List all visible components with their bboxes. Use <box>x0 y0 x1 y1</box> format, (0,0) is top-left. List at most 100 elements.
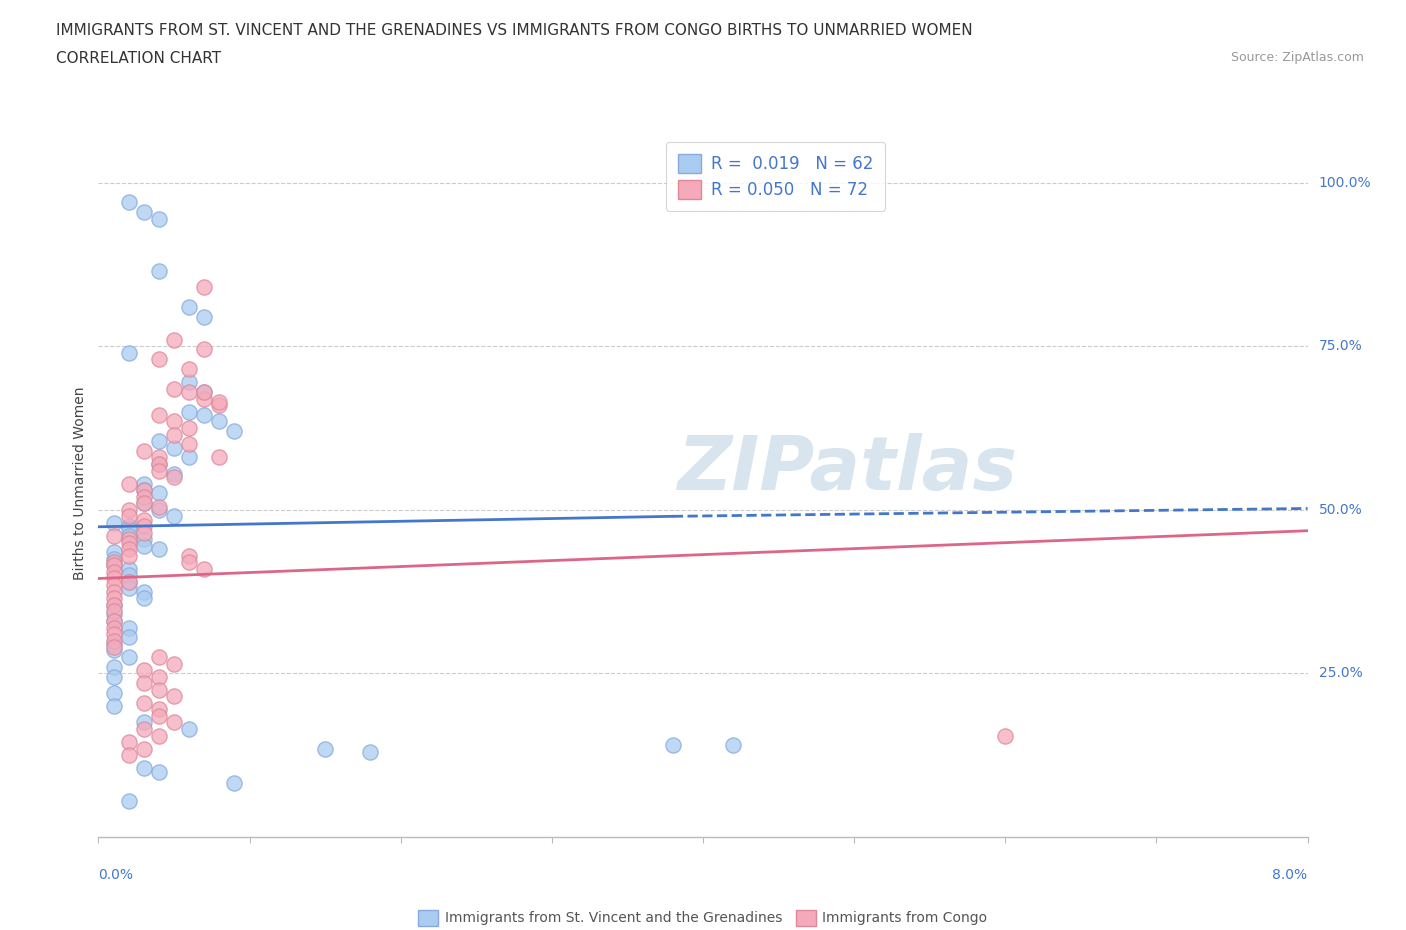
Point <box>193 384 215 399</box>
Text: 25.0%: 25.0% <box>1319 667 1362 681</box>
Point <box>118 630 141 644</box>
Point <box>179 450 201 465</box>
Point <box>148 407 170 422</box>
Y-axis label: Births to Unmarried Women: Births to Unmarried Women <box>73 387 87 580</box>
Point <box>132 761 155 776</box>
Text: CORRELATION CHART: CORRELATION CHART <box>56 51 221 66</box>
Point <box>359 745 381 760</box>
Point <box>118 575 141 590</box>
Point <box>118 476 141 491</box>
Point <box>148 450 170 465</box>
Point <box>103 614 125 629</box>
Point <box>103 584 125 599</box>
Point <box>148 764 170 779</box>
Point <box>103 545 125 560</box>
Text: 50.0%: 50.0% <box>1319 503 1362 517</box>
Point <box>132 519 155 534</box>
Point <box>103 643 125 658</box>
Point <box>314 741 336 756</box>
Point <box>103 591 125 605</box>
Point <box>193 310 215 325</box>
Text: 0.0%: 0.0% <box>98 868 134 882</box>
Point <box>723 737 745 752</box>
Point <box>148 702 170 717</box>
Point <box>132 512 155 527</box>
Point <box>148 670 170 684</box>
Point <box>208 414 231 429</box>
Point <box>163 689 186 704</box>
Point <box>103 554 125 569</box>
Point <box>148 486 170 501</box>
Point <box>118 194 141 209</box>
Point <box>132 696 155 711</box>
Point <box>179 548 201 563</box>
Point <box>103 558 125 573</box>
Point <box>148 683 170 698</box>
Point <box>132 525 155 540</box>
Point <box>163 381 186 396</box>
Point <box>661 737 683 752</box>
Point <box>208 394 231 409</box>
Point <box>132 476 155 491</box>
Point <box>132 538 155 553</box>
Point <box>118 748 141 763</box>
Point <box>103 578 125 592</box>
Point <box>132 741 155 756</box>
Point <box>179 405 201 419</box>
Text: 8.0%: 8.0% <box>1272 868 1308 882</box>
Point <box>103 571 125 586</box>
Point <box>118 649 141 664</box>
Point <box>163 466 186 481</box>
Point <box>118 548 141 563</box>
Point <box>208 398 231 413</box>
Point <box>163 657 186 671</box>
Point <box>148 728 170 743</box>
Point <box>148 433 170 448</box>
Point <box>994 728 1017 743</box>
Point <box>118 561 141 576</box>
Point <box>193 407 215 422</box>
Point <box>148 649 170 664</box>
Point <box>118 509 141 524</box>
Point <box>132 496 155 511</box>
Point <box>118 620 141 635</box>
Point <box>103 558 125 573</box>
Point <box>103 633 125 648</box>
Point <box>103 597 125 612</box>
Point <box>103 627 125 642</box>
Point <box>103 640 125 655</box>
Text: ZIPatlas: ZIPatlas <box>678 433 1018 506</box>
Point <box>118 535 141 550</box>
Point <box>118 575 141 590</box>
Point <box>179 362 201 377</box>
Point <box>179 384 201 399</box>
Point <box>118 528 141 543</box>
Point <box>163 509 186 524</box>
Point <box>103 604 125 618</box>
Point <box>148 352 170 366</box>
Point <box>193 280 215 295</box>
Point <box>132 205 155 219</box>
Point <box>163 427 186 442</box>
Point <box>118 568 141 583</box>
Point <box>118 793 141 808</box>
Point <box>193 561 215 576</box>
Point <box>132 676 155 691</box>
Point <box>148 499 170 514</box>
Point <box>163 440 186 455</box>
Point <box>132 722 155 737</box>
Point <box>163 470 186 485</box>
Point <box>118 532 141 547</box>
Point <box>132 483 155 498</box>
Point <box>148 709 170 724</box>
Point <box>103 551 125 566</box>
Point <box>118 502 141 517</box>
Point <box>132 663 155 678</box>
Point <box>118 522 141 537</box>
Point <box>179 420 201 435</box>
Point <box>224 424 246 439</box>
Point <box>103 565 125 579</box>
Point <box>103 614 125 629</box>
Point <box>103 659 125 674</box>
Point <box>148 263 170 278</box>
